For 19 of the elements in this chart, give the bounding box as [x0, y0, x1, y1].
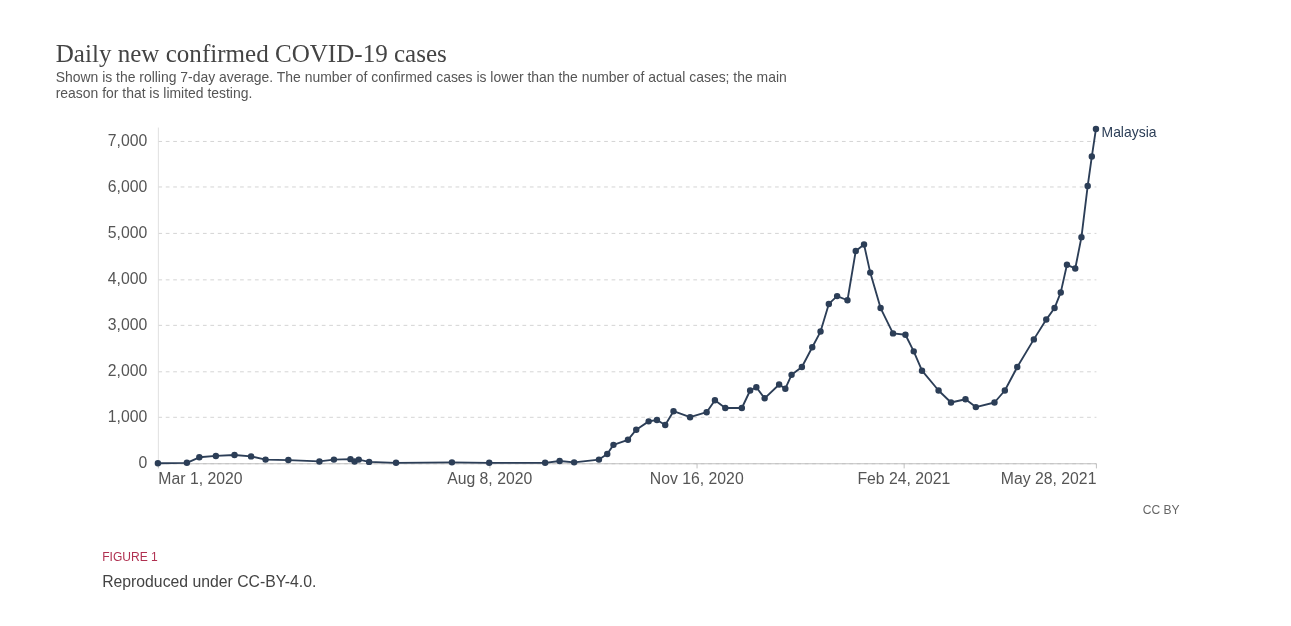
x-tick-label: Mar 1, 2020 — [158, 470, 243, 488]
y-tick-label: 3,000 — [107, 316, 148, 334]
series-label: Malaysia — [1101, 124, 1157, 141]
y-tick-label: 7,000 — [107, 131, 148, 149]
chart-title: Daily new confirmed COVID-19 cases — [55, 39, 447, 67]
y-tick-label: 1,000 — [107, 408, 148, 426]
x-tick-label: Feb 24, 2021 — [857, 470, 951, 488]
y-tick-label: 2,000 — [107, 362, 148, 380]
x-tick-label: Nov 16, 2020 — [649, 470, 744, 488]
x-tick-label: May 28, 2021 — [1000, 470, 1097, 488]
y-tick-label: 5,000 — [107, 224, 148, 242]
y-tick-label: 0 — [138, 454, 148, 472]
y-tick-label: 4,000 — [107, 270, 148, 288]
x-tick-label: Aug 8, 2020 — [447, 470, 533, 488]
text: Reproduced under CC-BY-4.0. — [102, 572, 317, 590]
chart-subtitle: Shown is the rolling 7-day average. The number of confirmed cases is lower than the number of actual cases; the main reason for that is limited testing. — [55, 69, 787, 101]
text: CC BY — [1142, 503, 1180, 518]
y-tick-label: 6,000 — [107, 178, 148, 196]
caption: FIGURE 1 — [102, 549, 159, 564]
